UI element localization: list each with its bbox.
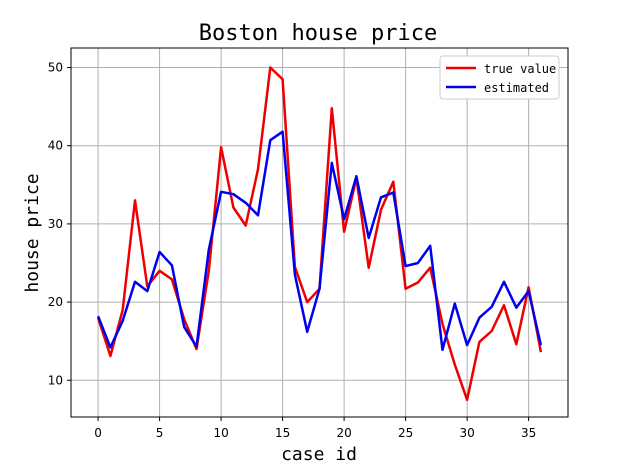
x-tick-label: 35 xyxy=(521,426,536,440)
legend-label-estimated: estimated xyxy=(484,81,549,95)
x-tick-label: 10 xyxy=(213,426,228,440)
y-axis: 10 20 30 40 50 xyxy=(48,61,71,387)
plot-frame xyxy=(70,47,569,418)
legend-label-true-value: true value xyxy=(484,62,556,76)
x-tick-label: 5 xyxy=(156,426,164,440)
legend: true value estimated xyxy=(439,55,560,100)
x-axis: 0 5 10 15 20 25 30 35 xyxy=(94,417,536,440)
x-tick-label: 25 xyxy=(398,426,413,440)
x-axis-label: case id xyxy=(281,444,357,465)
x-tick-label: 20 xyxy=(336,426,351,440)
x-tick-label: 30 xyxy=(459,426,474,440)
y-tick-label: 50 xyxy=(48,61,63,75)
series-line-estimated xyxy=(96,130,543,352)
chart-title: Boston house price xyxy=(199,21,437,46)
y-tick-label: 30 xyxy=(48,217,63,231)
y-tick-label: 40 xyxy=(48,139,63,153)
series-line-true-value xyxy=(96,66,543,402)
y-tick-label: 10 xyxy=(48,373,63,387)
series-lines xyxy=(96,66,543,402)
grid xyxy=(71,48,568,417)
x-tick-label: 15 xyxy=(275,426,290,440)
x-tick-label: 0 xyxy=(94,426,102,440)
y-axis-label: house price xyxy=(22,173,43,292)
y-tick-label: 20 xyxy=(48,295,63,309)
